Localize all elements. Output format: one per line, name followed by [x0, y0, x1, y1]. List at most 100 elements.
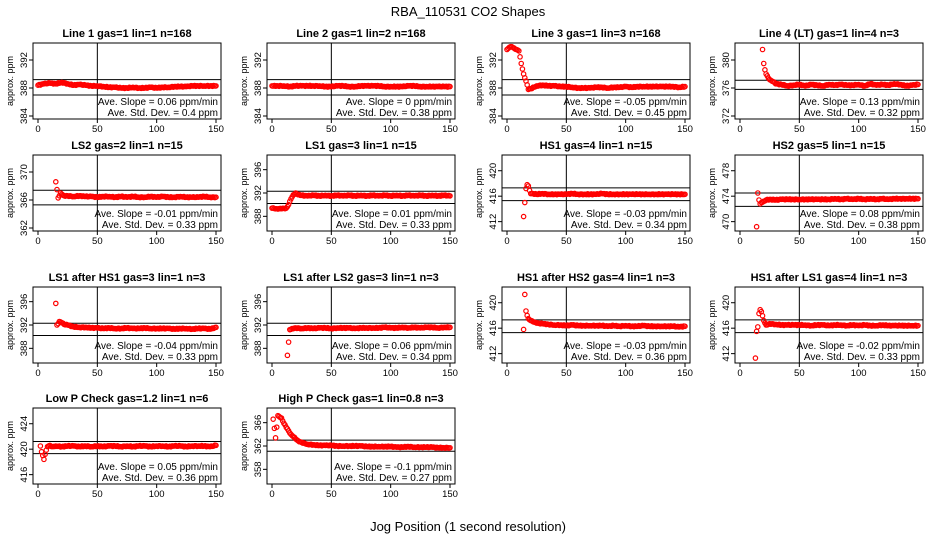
panel-13-ytick-label: 424 [19, 416, 30, 432]
panel-11-ytick-label: 420 [488, 295, 499, 311]
panel-12-xtick-label: 100 [851, 368, 867, 379]
panel-10-xtick-label: 0 [269, 368, 274, 379]
panel-3-ytick-label: 388 [488, 80, 499, 96]
panel-8-std-dev-text: Ave. Std. Dev. = 0.38 ppm [804, 220, 920, 231]
panel-8-xtick-label: 50 [794, 236, 805, 247]
panel-1-y-axis-label: approx. ppm [5, 56, 15, 106]
panel-8-ytick-label: 478 [721, 163, 732, 179]
panel-8-point [754, 190, 761, 196]
panel-2: Line 2 gas=1 lin=2 n=168 0 50 100 150 384 388 3… [239, 28, 458, 135]
panel-6-ytick-label: 396 [253, 162, 264, 178]
panel-3-point [519, 66, 526, 72]
panel-1-xtick-label: 50 [92, 124, 103, 135]
figure-title: RBA_110531 CO2 Shapes [391, 4, 546, 19]
panel-1-std-dev-text: Ave. Std. Dev. = 0.4 ppm [107, 108, 218, 119]
panel-5: LS2 gas=2 lin=1 n=15 0 50 100 150 362 366 370 ap… [5, 140, 224, 247]
panel-5-ytick-label: 366 [19, 192, 30, 208]
panel-3-xtick-label: 100 [618, 124, 634, 135]
panel-7-xtick-label: 50 [561, 236, 572, 247]
panel-5-point [52, 179, 59, 185]
panel-14-ytick-label: 366 [253, 415, 264, 431]
panel-3-point [517, 54, 523, 60]
panel-7-ytick-label: 412 [488, 214, 499, 230]
panel-10-ytick-label: 396 [253, 294, 264, 310]
panel-4-ytick-label: 380 [721, 52, 732, 68]
panel-5-xtick-label: 150 [208, 236, 224, 247]
panel-7-slope-text: Ave. Slope = -0.03 ppm/min [564, 209, 688, 220]
panel-2-slope-text: Ave. Slope = 0 ppm/min [346, 97, 452, 108]
panel-13-ytick-label: 416 [19, 467, 30, 483]
panel-12-ytick-label: 416 [721, 320, 732, 336]
panel-10-point [447, 324, 453, 331]
panel-12-frame [734, 286, 924, 364]
panel-10-y-axis-label: approx. ppm [239, 300, 249, 350]
panel-1-xtick-label: 100 [149, 124, 165, 135]
panel-12-std-dev-text: Ave. Std. Dev. = 0.33 ppm [804, 352, 920, 363]
panel-10-ytick-label: 392 [253, 317, 264, 333]
panel-2-xtick-label: 0 [269, 124, 274, 135]
panel-3-point [682, 83, 688, 90]
panel-4-y-axis-label: approx. ppm [707, 56, 717, 106]
panel-11-point [524, 312, 530, 319]
panel-2-title: Line 2 gas=1 lin=2 n=168 [296, 28, 425, 40]
panel-3-slope-text: Ave. Slope = -0.05 ppm/min [564, 97, 688, 108]
panel-8: HS2 gas=5 lin=1 n=15 0 50 100 150 470 474 478 ap… [707, 140, 926, 247]
panel-5-xtick-label: 50 [92, 236, 103, 247]
panel-7-std-dev-text: Ave. Std. Dev. = 0.34 ppm [571, 220, 687, 231]
panel-6-xtick-label: 0 [269, 236, 274, 247]
panel-5-ytick-label: 370 [19, 164, 30, 180]
panel-7-point [521, 199, 528, 206]
panel-2-ytick-label: 388 [253, 80, 264, 96]
panel-5-point [213, 194, 219, 201]
panel-1-ytick-label: 392 [19, 52, 30, 68]
panel-9-xtick-label: 0 [35, 368, 40, 379]
panel-8-ytick-label: 470 [721, 214, 732, 230]
panel-13-slope-text: Ave. Slope = 0.05 ppm/min [98, 462, 218, 473]
panel-14-ytick-label: 358 [253, 461, 264, 477]
panel-11-xtick-label: 100 [618, 368, 634, 379]
panel-7-ytick-label: 420 [488, 163, 499, 179]
panel-11-xtick-label: 50 [561, 368, 572, 379]
panel-14-point [278, 415, 285, 421]
panel-4-title: Line 4 (LT) gas=1 lin=4 n=3 [759, 28, 899, 40]
panel-14-point [447, 444, 453, 451]
panel-13-title: Low P Check gas=1.2 lin=1 n=6 [46, 393, 209, 405]
panel-1-slope-text: Ave. Slope = 0.06 ppm/min [98, 97, 218, 108]
panel-3: Line 3 gas=1 lin=3 n=168 0 50 100 150 384 388 3… [474, 28, 693, 135]
panel-11: HS1 after HS2 gas=4 lin=1 n=3 0 50 100 150 41… [474, 272, 693, 379]
panel-11-title: HS1 after HS2 gas=4 lin=1 n=3 [517, 272, 675, 284]
panel-14-xtick-label: 0 [269, 489, 274, 500]
panel-9-title: LS1 after HS1 gas=3 lin=1 n=3 [49, 272, 206, 284]
panel-11-ytick-label: 416 [488, 320, 499, 336]
panel-8-ytick-label: 474 [721, 188, 732, 204]
panel-8-point [915, 195, 921, 202]
panel-2-std-dev-text: Ave. Std. Dev. = 0.38 ppm [336, 108, 452, 119]
panel-5-y-axis-label: approx. ppm [5, 168, 15, 218]
panel-13-xtick-label: 50 [92, 489, 103, 500]
panel-8-point [753, 223, 760, 230]
panel-10-xtick-label: 150 [442, 368, 458, 379]
panel-9-std-dev-text: Ave. Std. Dev. = 0.33 ppm [102, 352, 218, 363]
panel-14-xtick-label: 50 [326, 489, 337, 500]
panel-3-title: Line 3 gas=1 lin=3 n=168 [531, 28, 660, 40]
panel-2-frame [266, 42, 456, 120]
panel-6-point [447, 193, 453, 199]
panel-7-xtick-label: 150 [677, 236, 693, 247]
panel-7-xtick-label: 100 [618, 236, 634, 247]
panel-4-slope-text: Ave. Slope = 0.13 ppm/min [800, 97, 920, 108]
panel-4-xtick-label: 50 [794, 124, 805, 135]
panel-6: LS1 gas=3 lin=1 n=15 0 50 100 150 388 392 396 ap… [239, 140, 458, 247]
panel-6-point [285, 201, 292, 208]
panel-3-point [516, 48, 522, 54]
panel-9-ytick-label: 396 [19, 294, 30, 310]
panel-1-title: Line 1 gas=1 lin=1 n=168 [62, 28, 191, 40]
panel-14-std-dev-text: Ave. Std. Dev. = 0.27 ppm [336, 473, 452, 484]
panel-13: Low P Check gas=1.2 lin=1 n=6 0 50 100 150 41… [5, 393, 224, 500]
panel-8-xtick-label: 150 [910, 236, 926, 247]
panel-2-point [447, 83, 453, 90]
panel-10-point [284, 352, 291, 359]
panel-10-xtick-label: 100 [383, 368, 399, 379]
panel-5-xtick-label: 0 [35, 236, 40, 247]
panel-9-point [52, 300, 59, 307]
panel-11-point [682, 323, 688, 330]
